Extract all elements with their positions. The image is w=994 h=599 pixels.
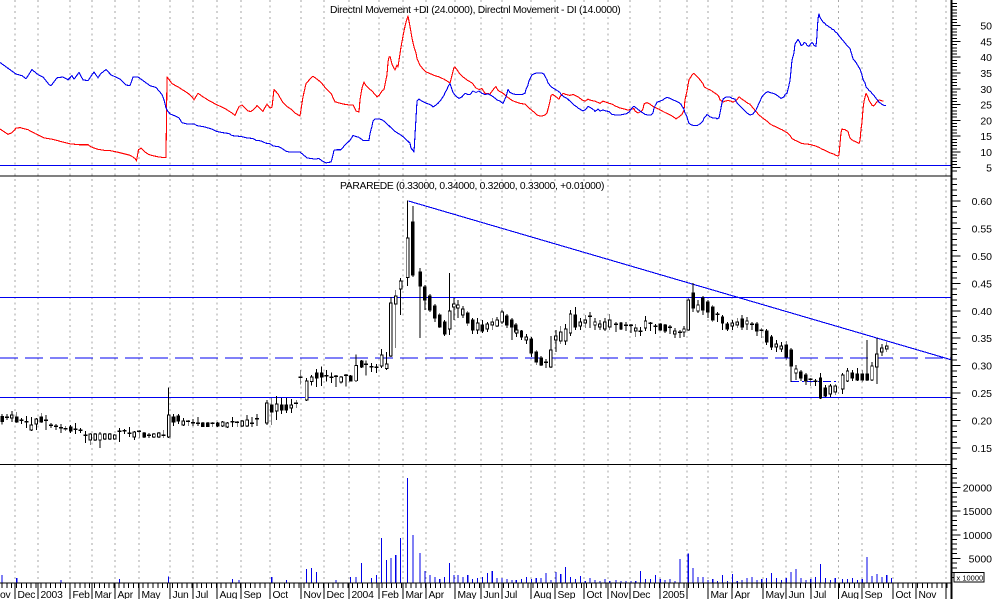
svg-text:Jun: Jun — [484, 590, 500, 599]
svg-text:Dec: Dec — [633, 590, 651, 599]
svg-text:5000: 5000 — [969, 553, 993, 565]
svg-text:Feb: Feb — [73, 590, 91, 599]
svg-text:0.45: 0.45 — [972, 278, 993, 290]
svg-text:0.15: 0.15 — [972, 443, 993, 455]
svg-text:Sep: Sep — [865, 590, 883, 599]
svg-text:15: 15 — [980, 131, 992, 143]
svg-text:Mar: Mar — [406, 590, 424, 599]
svg-text:5: 5 — [986, 163, 992, 175]
svg-text:Dec: Dec — [18, 590, 36, 599]
svg-text:0.30: 0.30 — [972, 361, 993, 373]
svg-text:Oct: Oct — [896, 590, 912, 599]
svg-text:15000: 15000 — [963, 506, 992, 518]
svg-text:25: 25 — [980, 100, 992, 112]
svg-text:Sep: Sep — [244, 590, 262, 599]
svg-text:2004: 2004 — [352, 590, 375, 599]
svg-text:Jun: Jun — [173, 590, 189, 599]
svg-text:May: May — [458, 590, 478, 599]
svg-text:20000: 20000 — [963, 483, 992, 495]
svg-text:Dec: Dec — [327, 590, 345, 599]
svg-text:Oct: Oct — [587, 590, 603, 599]
svg-text:Jul: Jul — [814, 590, 827, 599]
svg-text:2005: 2005 — [663, 590, 686, 599]
svg-text:Nov: Nov — [304, 590, 323, 599]
svg-text:May: May — [766, 590, 786, 599]
svg-text:Apr: Apr — [735, 590, 751, 599]
svg-text:ov: ov — [0, 590, 12, 599]
svg-text:0.50: 0.50 — [972, 251, 993, 263]
svg-text:0.60: 0.60 — [972, 196, 993, 208]
svg-text:0.40: 0.40 — [972, 306, 993, 318]
svg-text:May: May — [142, 590, 162, 599]
svg-text:20: 20 — [980, 115, 992, 127]
svg-text:x 10000: x 10000 — [957, 573, 984, 582]
svg-text:40: 40 — [980, 52, 992, 64]
svg-text:Jul: Jul — [505, 590, 518, 599]
svg-text:Aug: Aug — [220, 590, 238, 599]
svg-text:Aug: Aug — [841, 590, 859, 599]
svg-text:Jun: Jun — [789, 590, 805, 599]
svg-text:0.20: 0.20 — [972, 416, 993, 428]
svg-text:10: 10 — [980, 147, 992, 159]
svg-text:0.55: 0.55 — [972, 223, 993, 235]
svg-text:30: 30 — [980, 84, 992, 96]
svg-text:Mar: Mar — [711, 590, 729, 599]
svg-text:45: 45 — [980, 37, 992, 49]
svg-text:0.25: 0.25 — [972, 388, 993, 400]
svg-text:Aug: Aug — [534, 590, 552, 599]
svg-text:Oct: Oct — [273, 590, 289, 599]
svg-text:50: 50 — [980, 21, 992, 33]
svg-text:Apr: Apr — [118, 590, 134, 599]
svg-text:2003: 2003 — [41, 590, 64, 599]
svg-text:10000: 10000 — [963, 530, 992, 542]
svg-text:Nov: Nov — [611, 590, 630, 599]
svg-text:Mar: Mar — [95, 590, 113, 599]
svg-text:0.35: 0.35 — [972, 333, 993, 345]
svg-text:Directnl Movement +DI (24.0000: Directnl Movement +DI (24.0000), Directn… — [330, 5, 620, 16]
svg-text:Apr: Apr — [429, 590, 445, 599]
svg-text:35: 35 — [980, 68, 992, 80]
svg-text:Nov: Nov — [919, 590, 938, 599]
svg-text:Feb: Feb — [382, 590, 400, 599]
svg-text:PARAREDE (0.33000, 0.34000, 0.: PARAREDE (0.33000, 0.34000, 0.32000, 0.3… — [340, 181, 604, 192]
svg-text:Jul: Jul — [196, 590, 209, 599]
svg-text:Sep: Sep — [558, 590, 576, 599]
